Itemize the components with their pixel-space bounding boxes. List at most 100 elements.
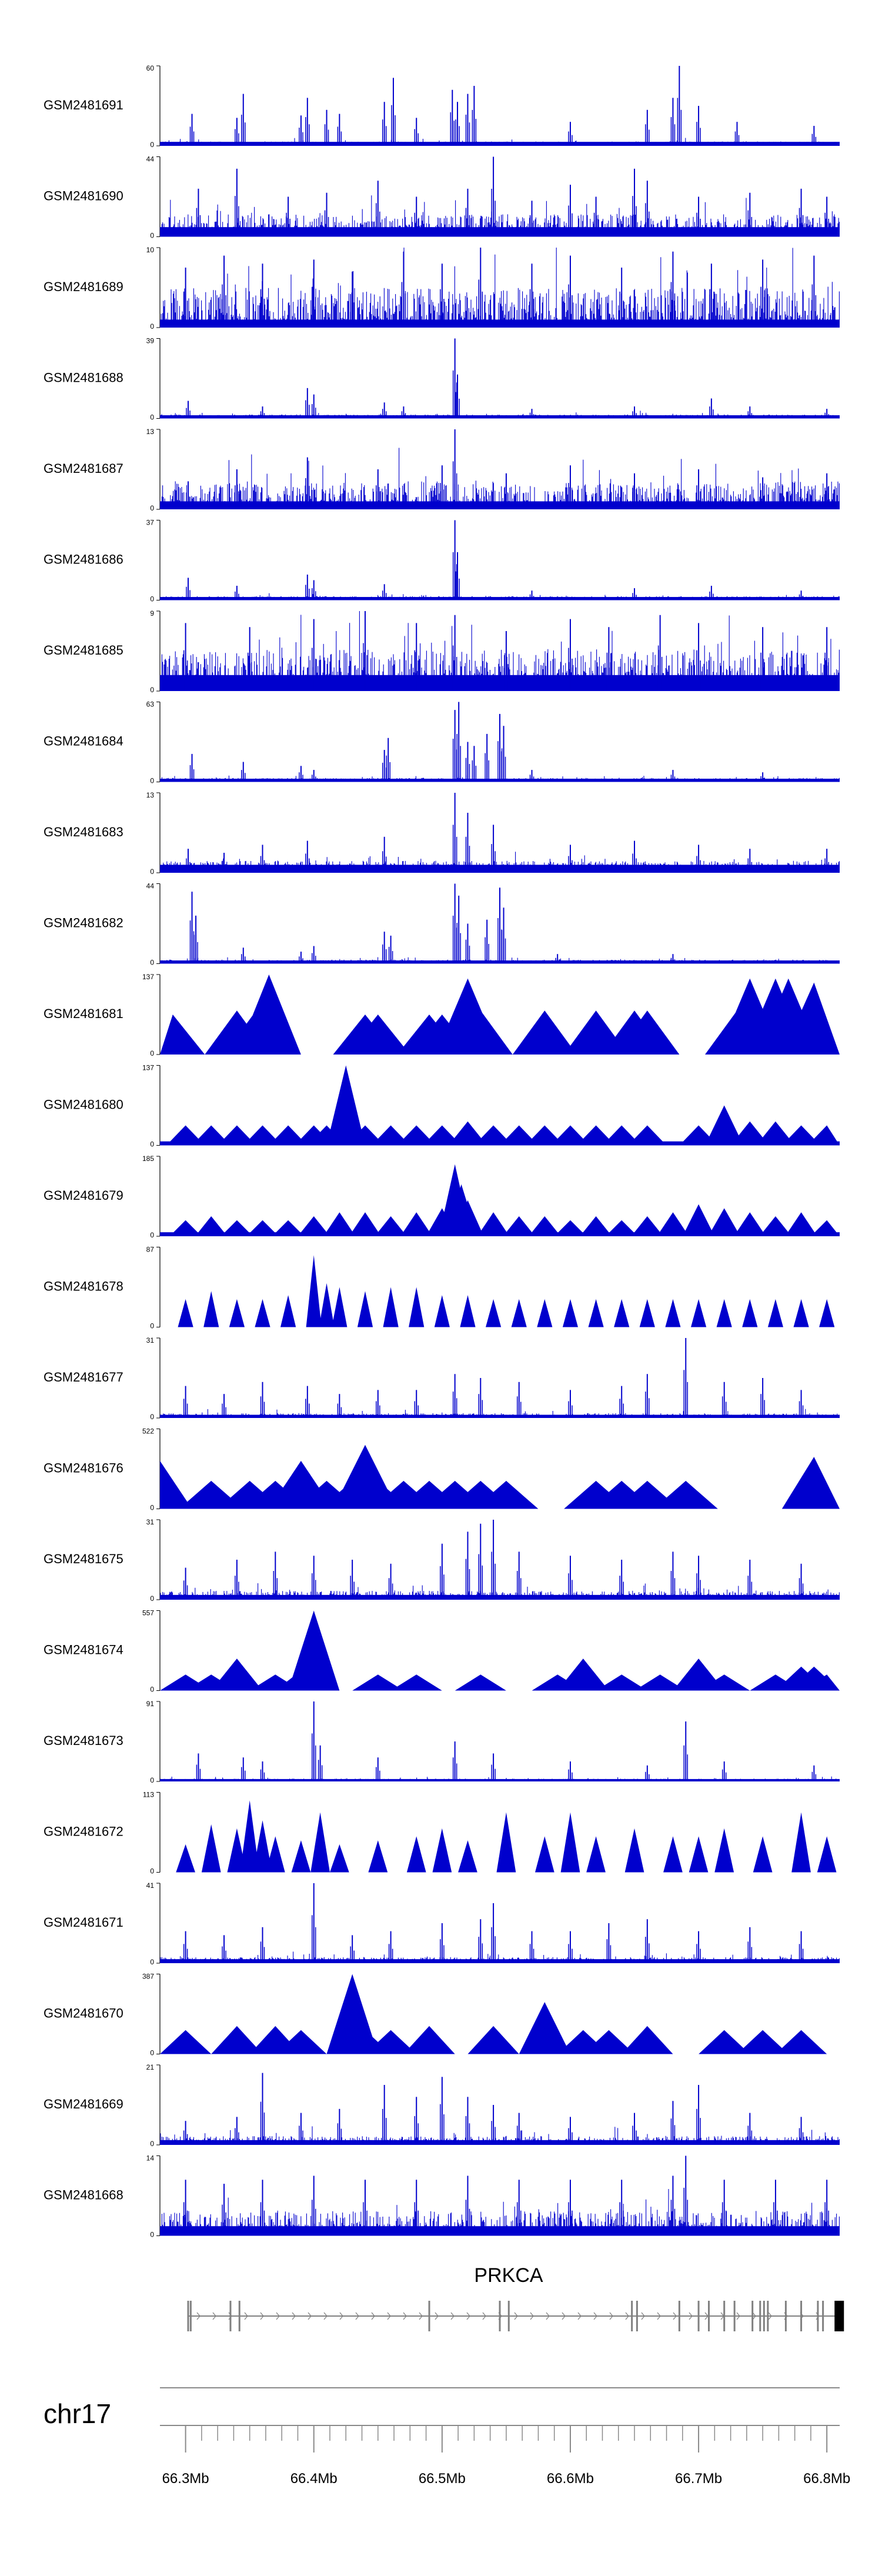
track: GSM2481690 44 0 [44, 155, 840, 240]
baseline-band [160, 1778, 840, 1781]
y-max-label: 14 [146, 2154, 155, 2163]
y-max-label: 387 [142, 1973, 154, 1981]
y-min-label: 0 [150, 686, 154, 694]
strand-arrow [704, 2312, 709, 2320]
signal-area [169, 1164, 840, 1236]
y-min-label: 0 [150, 2231, 154, 2239]
track-label: GSM2481668 [44, 2188, 123, 2203]
strand-arrow [196, 2312, 201, 2320]
strand-arrow [292, 2312, 296, 2320]
y-min-label: 0 [150, 232, 154, 240]
signal-area [160, 1444, 840, 1509]
y-max-label: 31 [146, 1336, 155, 1344]
track-label: GSM2481688 [44, 371, 123, 385]
track: GSM2481684 63 0 [44, 700, 840, 785]
y-min-label: 0 [150, 867, 154, 876]
exon [800, 2301, 803, 2331]
y-max-label: 113 [143, 1791, 154, 1799]
y-max-label: 9 [150, 609, 154, 618]
y-max-label: 41 [146, 1881, 155, 1890]
track: GSM2481670 387 0 [44, 1973, 827, 2057]
strand-arrow [689, 2312, 693, 2320]
strand-arrow [371, 2312, 375, 2320]
strand-arrow [419, 2312, 423, 2320]
track-label: GSM2481677 [44, 1370, 123, 1384]
y-min-label: 0 [150, 1322, 154, 1330]
track: GSM2481678 87 0 [44, 1246, 835, 1330]
exon [708, 2301, 710, 2331]
track: GSM2481680 137 0 [44, 1064, 840, 1149]
signal-trace [160, 448, 840, 509]
baseline-band [160, 227, 840, 237]
baseline-band [160, 597, 840, 600]
track-label: GSM2481678 [44, 1279, 123, 1294]
strand-arrow [355, 2312, 359, 2320]
track: GSM2481691 60 0 [44, 64, 840, 149]
baseline-band [160, 2140, 840, 2145]
y-max-label: 39 [146, 337, 155, 345]
strand-arrow [546, 2312, 550, 2320]
strand-arrow [562, 2312, 566, 2320]
y-min-label: 0 [150, 2140, 154, 2148]
track: GSM2481675 31 0 [44, 1518, 840, 1603]
exon [817, 2301, 819, 2331]
exon [636, 2301, 638, 2331]
baseline-band [160, 319, 840, 328]
y-max-label: 557 [142, 1609, 154, 1617]
y-min-label: 0 [150, 2049, 154, 2057]
baseline-band [160, 2226, 840, 2236]
strand-arrow [641, 2312, 645, 2320]
x-tick-label: 66.3Mb [162, 2471, 209, 2487]
track-label: GSM2481676 [44, 1461, 123, 1476]
x-tick-label: 66.7Mb [675, 2471, 722, 2487]
y-max-label: 21 [146, 2063, 155, 2071]
strand-arrow [276, 2312, 280, 2320]
track: GSM2481671 41 0 [44, 1881, 840, 1966]
signal-area [178, 1255, 835, 1327]
x-tick-label: 66.6Mb [547, 2471, 594, 2487]
strand-arrow [657, 2312, 661, 2320]
y-max-label: 91 [146, 1700, 155, 1708]
baseline-band [160, 501, 840, 509]
y-max-label: 44 [146, 882, 155, 890]
strand-arrow [577, 2312, 582, 2320]
y-max-label: 13 [146, 791, 155, 799]
y-min-label: 0 [150, 1049, 154, 1057]
exon [759, 2301, 761, 2331]
y-min-label: 0 [150, 322, 154, 331]
exon [733, 2301, 736, 2331]
exon [631, 2301, 633, 2331]
baseline-band [160, 1594, 840, 1600]
y-min-label: 0 [150, 777, 154, 785]
track: GSM2481681 137 0 [44, 973, 840, 1057]
exon [822, 2301, 824, 2331]
track: GSM2481682 44 0 [44, 882, 840, 967]
baseline-band [160, 1959, 840, 1963]
strand-arrow [308, 2312, 312, 2320]
y-min-label: 0 [150, 959, 154, 967]
strand-arrow [323, 2312, 328, 2320]
strand-arrow [482, 2312, 486, 2320]
track: GSM2481673 91 0 [44, 1700, 840, 1784]
y-min-label: 0 [150, 413, 154, 422]
track-label: GSM2481680 [44, 1097, 123, 1112]
track-label: GSM2481675 [44, 1551, 123, 1566]
track-label: GSM2481682 [44, 916, 123, 930]
strand-arrow [244, 2312, 248, 2320]
track-label: GSM2481679 [44, 1188, 123, 1203]
baseline-band [160, 1141, 840, 1146]
track: GSM2481687 13 0 [44, 428, 840, 512]
track: GSM2481679 185 0 [44, 1154, 840, 1239]
track: GSM2481686 37 0 [44, 519, 840, 603]
y-min-label: 0 [150, 504, 154, 512]
exon [751, 2301, 754, 2331]
y-max-label: 37 [146, 519, 155, 527]
y-min-label: 0 [150, 595, 154, 603]
y-max-label: 137 [142, 1064, 154, 1072]
track: GSM2481674 557 0 [44, 1609, 840, 1694]
strand-arrow [450, 2312, 455, 2320]
exon [499, 2301, 501, 2331]
y-min-label: 0 [150, 1594, 154, 1603]
y-max-label: 44 [146, 155, 155, 163]
y-min-label: 0 [150, 1686, 154, 1694]
